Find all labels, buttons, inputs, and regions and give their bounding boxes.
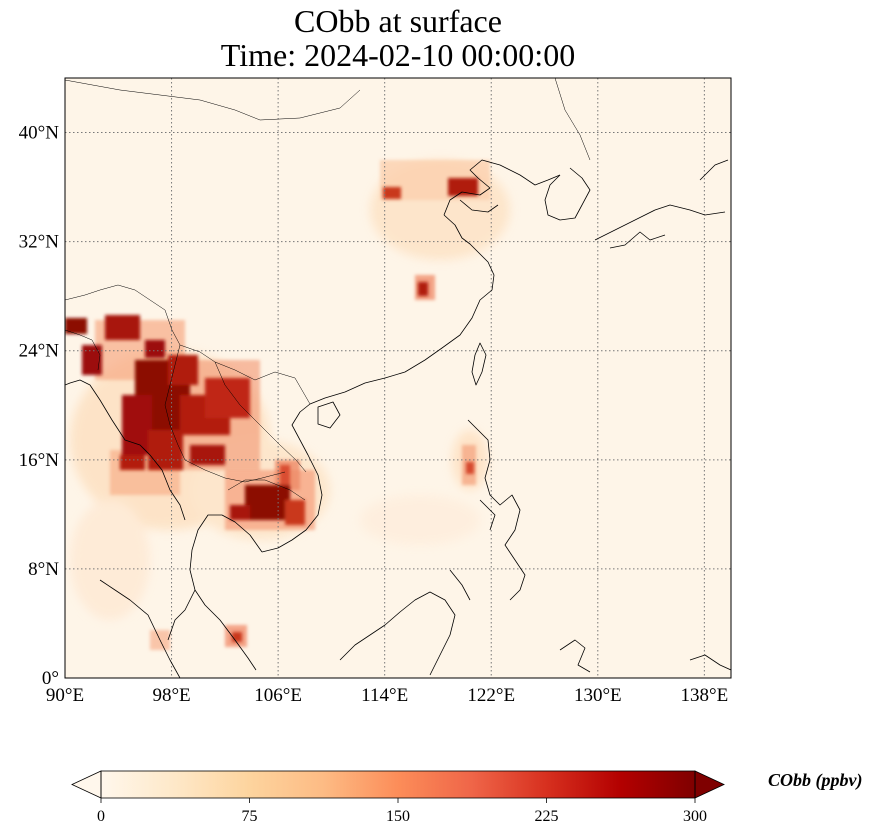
colorbar-tick-label: 0 <box>97 808 105 825</box>
lon-tick-label: 106°E <box>254 685 302 706</box>
country-borders <box>65 78 591 501</box>
lat-tick-label: 32°N <box>19 232 60 253</box>
lon-tick-label: 114°E <box>361 685 408 706</box>
lat-tick-labels: 0° 8°N 16°N 24°N 32°N 40°N <box>19 123 60 689</box>
lon-tick-labels: 90°E 98°E 106°E 114°E 122°E 130°E 138°E <box>46 685 728 706</box>
lat-tick-label: 8°N <box>28 559 59 580</box>
colorbar: 0 75 150 225 300 CObb (ppbv) <box>71 770 862 825</box>
colorbar-ticks: 0 75 150 225 300 <box>97 798 707 825</box>
colorbar-extend-high <box>694 770 725 799</box>
lon-tick-label: 130°E <box>574 685 622 706</box>
lat-tick-label: 24°N <box>19 341 60 362</box>
lat-tick-label: 16°N <box>19 450 60 471</box>
coastlines <box>65 159 731 678</box>
map-title: CObb at surface Time: 2024-02-10 00:00:0… <box>0 4 796 72</box>
colorbar-label: CObb (ppbv) <box>768 770 862 791</box>
colorbar-tick-label: 300 <box>683 808 707 825</box>
lon-tick-label: 122°E <box>467 685 515 706</box>
colorbar-extend-low <box>71 770 102 799</box>
title-line1: CObb at surface <box>294 3 502 39</box>
lat-tick-label: 40°N <box>19 123 60 144</box>
lon-tick-label: 98°E <box>152 685 190 706</box>
colorbar-tick-label: 75 <box>242 808 258 825</box>
lat-tick-label: 0° <box>42 668 59 689</box>
colorbar-body <box>101 771 695 798</box>
lon-tick-label: 138°E <box>681 685 729 706</box>
title-line2: Time: 2024-02-10 00:00:00 <box>220 37 576 73</box>
colorbar-tick-label: 225 <box>535 808 559 825</box>
colorbar-tick-label: 150 <box>386 808 410 825</box>
lon-tick-label: 90°E <box>46 685 84 706</box>
heat-field <box>65 160 510 650</box>
gridlines <box>65 78 731 678</box>
map-frame <box>64 77 732 679</box>
